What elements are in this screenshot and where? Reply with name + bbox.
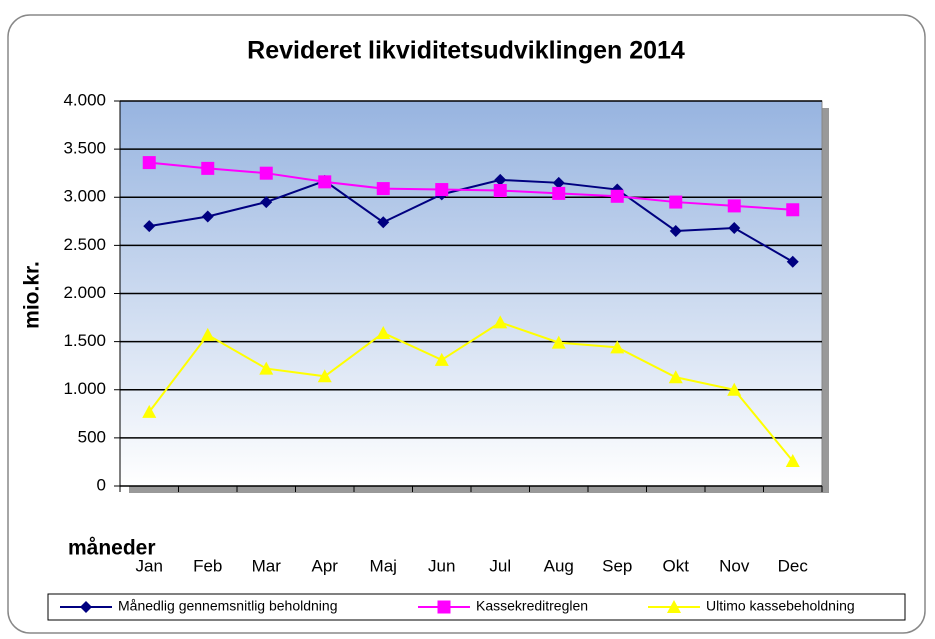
y-tick-label: 4.000 xyxy=(63,90,106,109)
data-point xyxy=(669,224,682,237)
legend-label: Kassekreditreglen xyxy=(476,598,588,614)
x-tick-label: Apr xyxy=(312,556,339,575)
data-point xyxy=(727,382,742,396)
data-point xyxy=(259,166,273,180)
data-point xyxy=(143,220,156,233)
data-point xyxy=(669,195,683,209)
data-point xyxy=(610,340,625,354)
x-tick-label: Sep xyxy=(602,556,632,575)
x-tick-label: Aug xyxy=(544,556,574,575)
y-tick-label: 500 xyxy=(78,427,106,446)
y-tick-label: 3.500 xyxy=(63,139,106,158)
data-point xyxy=(435,183,449,197)
x-tick-label: Dec xyxy=(778,556,809,575)
data-point xyxy=(668,370,683,384)
x-tick-label: Nov xyxy=(719,556,750,575)
data-point xyxy=(259,361,274,375)
data-point xyxy=(785,453,800,467)
y-tick-label: 2.500 xyxy=(63,235,106,254)
x-tick-label: Maj xyxy=(370,556,397,575)
y-tick-label: 2.000 xyxy=(63,283,106,302)
series-line xyxy=(149,161,793,211)
data-point xyxy=(727,199,741,213)
series-line xyxy=(148,321,794,462)
data-point xyxy=(494,173,507,186)
data-point xyxy=(493,184,507,198)
y-tick-label: 3.000 xyxy=(63,187,106,206)
data-point xyxy=(201,210,214,223)
x-tick-label: Mar xyxy=(252,556,282,575)
legend-marker xyxy=(667,600,681,613)
data-point xyxy=(318,175,332,189)
data-point xyxy=(201,161,215,175)
data-point xyxy=(551,335,566,349)
legend-label: Ultimo kassebeholdning xyxy=(706,598,855,614)
data-point xyxy=(260,196,273,209)
x-axis-title: måneder xyxy=(68,537,156,560)
y-tick-label: 0 xyxy=(97,475,106,494)
x-tick-label: Okt xyxy=(663,556,690,575)
x-tick-label: Feb xyxy=(193,556,222,575)
legend xyxy=(47,593,906,621)
legend-marker xyxy=(80,601,92,613)
x-tick-label: Jun xyxy=(428,556,455,575)
data-point xyxy=(142,156,156,170)
data-point xyxy=(786,203,800,217)
data-point xyxy=(552,176,565,189)
y-tick-label: 1.000 xyxy=(63,379,106,398)
y-tick-label: 1.500 xyxy=(63,331,106,350)
data-point xyxy=(142,404,157,418)
data-point xyxy=(493,315,508,329)
data-point xyxy=(200,327,215,341)
data-point xyxy=(376,325,391,339)
series-line xyxy=(149,178,794,263)
data-point xyxy=(786,255,799,268)
data-point xyxy=(728,222,741,235)
x-tick-label: Jan xyxy=(136,556,163,575)
legend-label: Månedlig gennemsnitlig beholdning xyxy=(118,598,338,614)
data-point xyxy=(317,369,332,383)
data-point xyxy=(434,352,449,366)
chart-title: Revideret likviditetsudviklingen 2014 xyxy=(247,37,685,65)
data-point xyxy=(552,186,566,200)
x-tick-label: Jul xyxy=(489,556,511,575)
data-point xyxy=(610,189,624,203)
y-axis-title: mio.kr. xyxy=(21,261,44,329)
data-point xyxy=(376,182,390,196)
data-point xyxy=(377,216,390,229)
legend-marker xyxy=(437,600,451,614)
